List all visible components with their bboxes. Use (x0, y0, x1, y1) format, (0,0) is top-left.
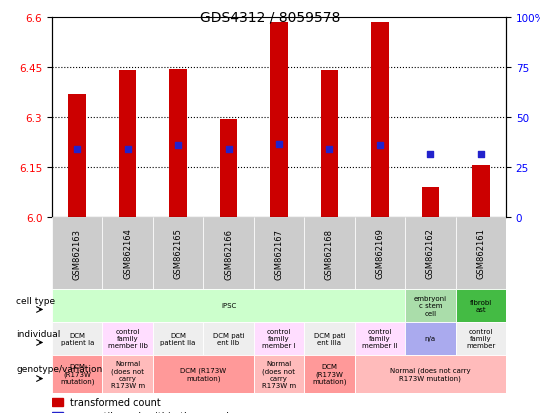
Text: GDS4312 / 8059578: GDS4312 / 8059578 (200, 10, 340, 24)
Bar (52, 412, 63, 413)
Bar (405, 322, 456, 355)
Bar (153, 218, 204, 289)
Bar (220, 119, 238, 218)
Bar (153, 322, 204, 355)
Bar (321, 71, 338, 218)
Bar (52, 322, 103, 355)
Bar (103, 322, 153, 355)
Bar (405, 289, 456, 322)
Text: GSM862168: GSM862168 (325, 228, 334, 279)
Point (275, 141, 284, 147)
Bar (304, 218, 355, 289)
Text: DCM pati
ent IIb: DCM pati ent IIb (213, 332, 245, 345)
Text: percentile rank within the sample: percentile rank within the sample (70, 411, 234, 413)
Bar (422, 188, 439, 218)
Bar (254, 322, 304, 355)
Text: control
family
member I: control family member I (262, 329, 296, 349)
Bar (103, 355, 153, 393)
Text: Normal
(does not
carry
R173W m: Normal (does not carry R173W m (262, 361, 296, 388)
Bar (169, 69, 187, 218)
Point (174, 142, 183, 149)
Bar (355, 355, 506, 393)
Text: control
family
member II: control family member II (362, 329, 397, 349)
Bar (355, 322, 405, 355)
Bar (52, 218, 103, 289)
Point (73, 146, 82, 153)
Text: GSM862167: GSM862167 (274, 228, 284, 279)
Bar (69, 95, 86, 218)
Bar (304, 355, 355, 393)
Bar (52, 289, 405, 322)
Bar (103, 218, 153, 289)
Bar (456, 322, 506, 355)
Text: Normal (does not carry
R173W mutation): Normal (does not carry R173W mutation) (390, 367, 471, 381)
Text: individual: individual (16, 329, 61, 338)
Text: iPSC: iPSC (221, 303, 236, 309)
Bar (119, 71, 137, 218)
Point (224, 146, 233, 153)
Bar (304, 322, 355, 355)
Text: GSM862169: GSM862169 (375, 228, 384, 279)
Bar (270, 23, 288, 218)
Text: DCM
(R173W
mutation): DCM (R173W mutation) (60, 363, 94, 385)
Point (476, 151, 485, 158)
Bar (456, 289, 506, 322)
Text: n/a: n/a (425, 336, 436, 342)
Text: genotype/variation: genotype/variation (16, 364, 103, 373)
Point (325, 146, 334, 153)
Text: control
family
member IIb: control family member IIb (107, 329, 147, 349)
Bar (204, 322, 254, 355)
Text: Normal
(does not
carry
R173W m: Normal (does not carry R173W m (111, 361, 145, 388)
Text: GSM862166: GSM862166 (224, 228, 233, 279)
Text: GSM862162: GSM862162 (426, 228, 435, 279)
Text: DCM pati
ent IIIa: DCM pati ent IIIa (314, 332, 345, 345)
Text: GSM862164: GSM862164 (123, 228, 132, 279)
Point (123, 146, 132, 153)
Text: control
family
member: control family member (466, 329, 495, 349)
Bar (52, 398, 63, 406)
Bar (254, 218, 304, 289)
Text: DCM
patient Ia: DCM patient Ia (60, 332, 94, 345)
Text: transformed count: transformed count (70, 397, 160, 407)
Point (426, 151, 435, 158)
Point (375, 142, 384, 149)
Text: GSM862163: GSM862163 (73, 228, 82, 279)
Text: DCM (R173W
mutation): DCM (R173W mutation) (180, 367, 226, 381)
Text: DCM
patient IIa: DCM patient IIa (160, 332, 196, 345)
Text: GSM862161: GSM862161 (476, 228, 485, 279)
Bar (456, 218, 506, 289)
Text: embryoni
c stem
cell: embryoni c stem cell (414, 296, 447, 316)
Bar (405, 218, 456, 289)
Text: GSM862165: GSM862165 (174, 228, 183, 279)
Bar (153, 355, 254, 393)
Bar (472, 166, 490, 218)
Bar (371, 23, 389, 218)
Bar (52, 355, 103, 393)
Text: DCM
(R173W
mutation): DCM (R173W mutation) (312, 363, 347, 385)
Bar (355, 218, 405, 289)
Text: cell type: cell type (16, 297, 56, 305)
Bar (254, 355, 304, 393)
Bar (204, 218, 254, 289)
Text: fibrobl
ast: fibrobl ast (470, 299, 492, 312)
